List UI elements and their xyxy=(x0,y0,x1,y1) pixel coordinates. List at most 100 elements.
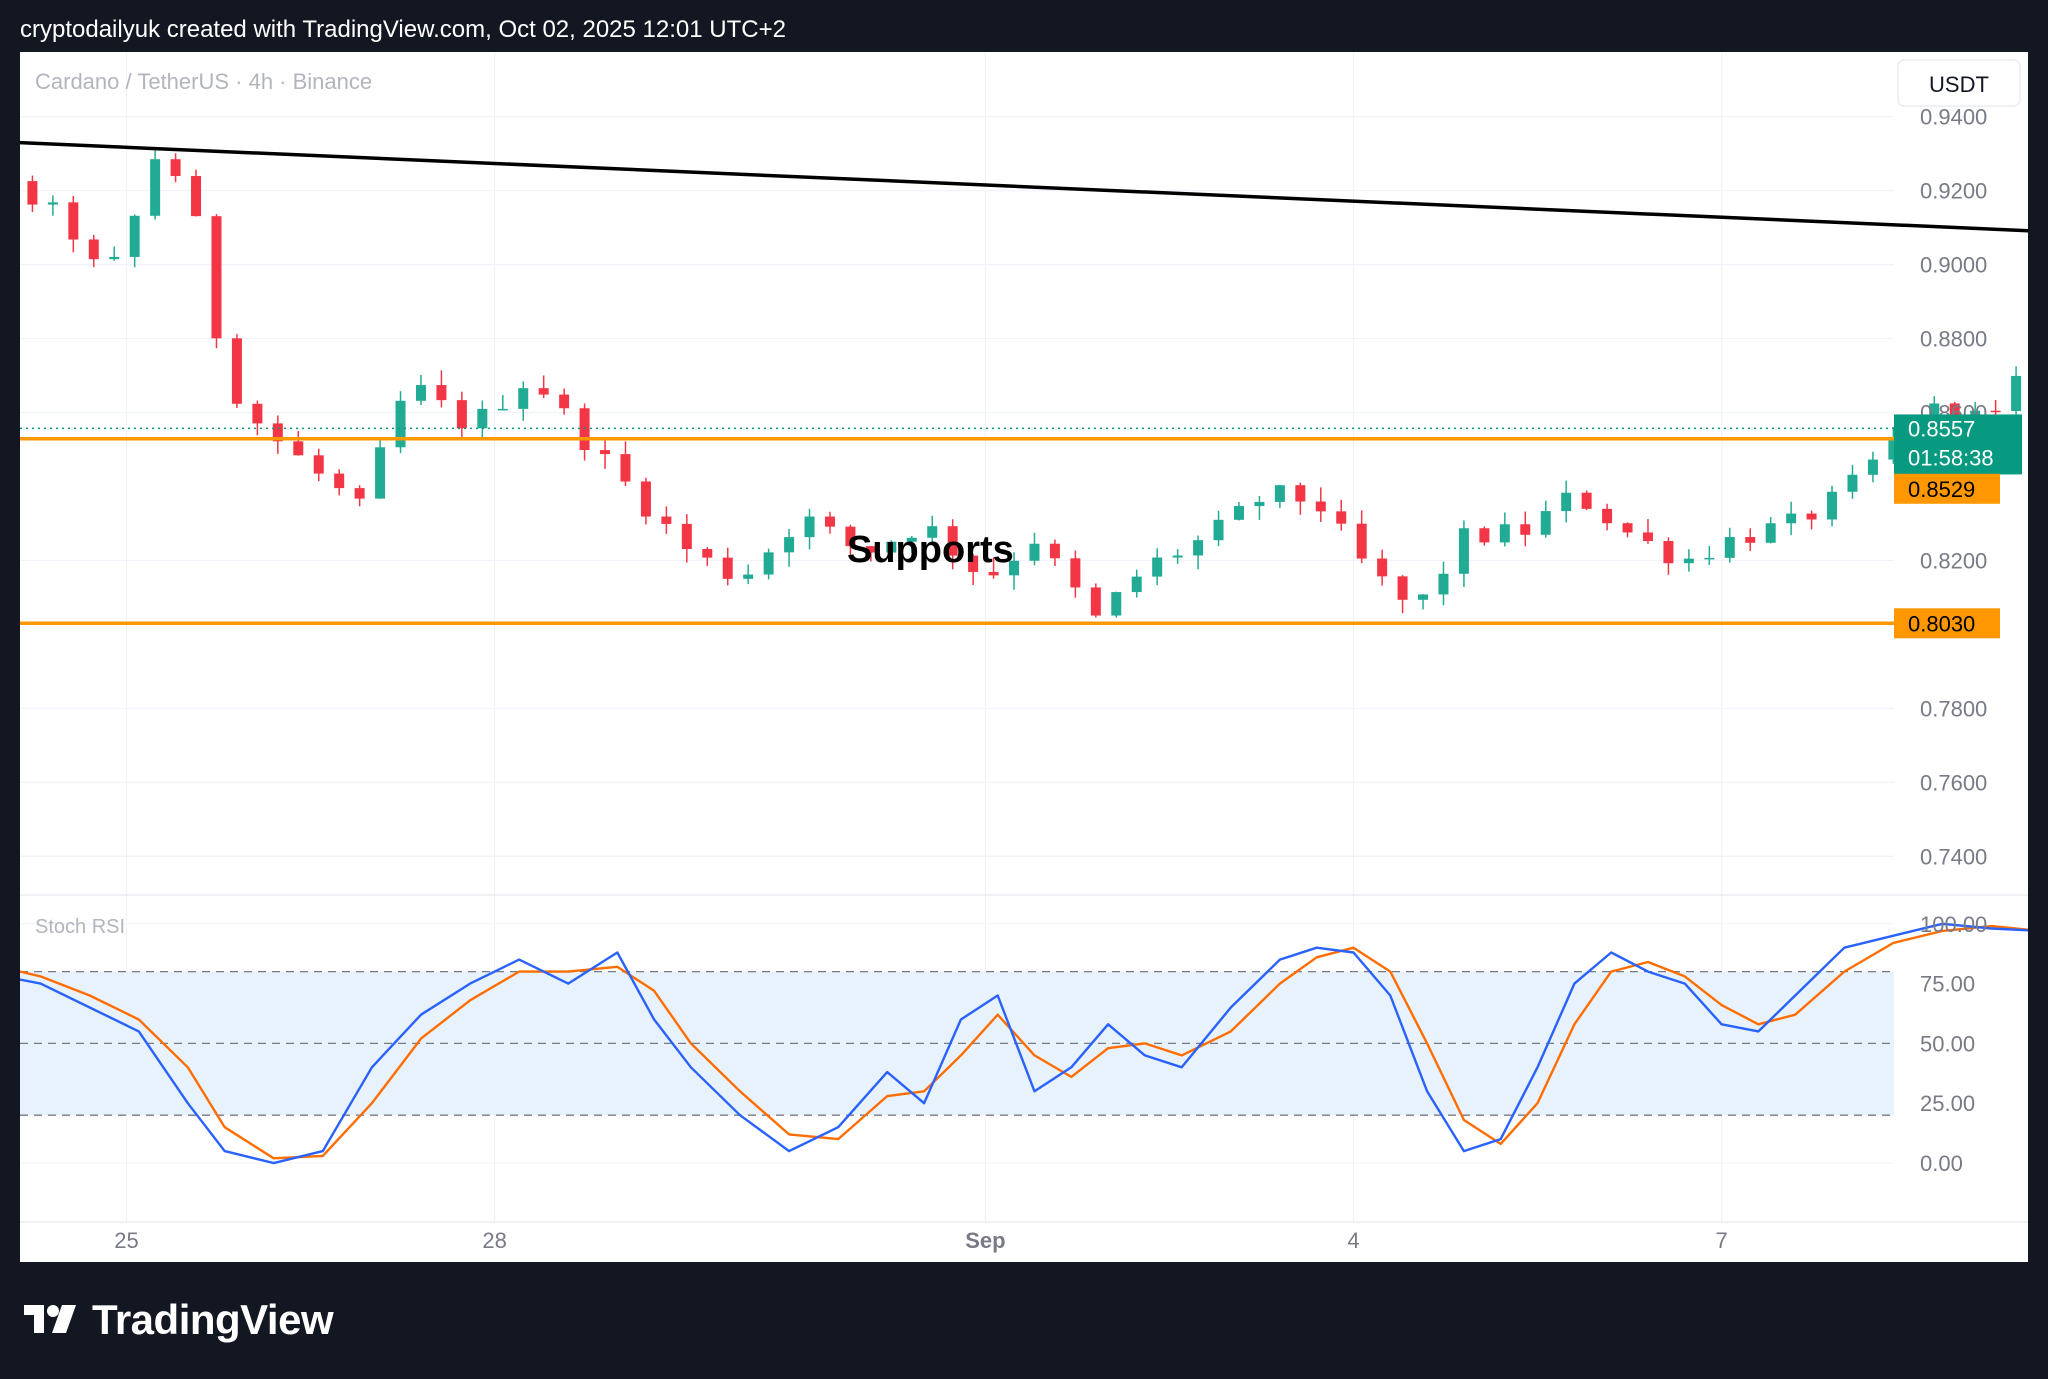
candle-down xyxy=(211,216,222,339)
candle-down xyxy=(293,441,304,456)
candle-up xyxy=(1438,573,1449,595)
stoch-lines-layer xyxy=(20,922,2028,1165)
candle-down xyxy=(1336,511,1347,524)
candle-down xyxy=(865,546,876,553)
time-tick-label: 28 xyxy=(482,1228,506,1253)
candle-up xyxy=(804,516,815,538)
symbol-label[interactable]: Cardano / TetherUS · 4h · Binance xyxy=(35,69,372,94)
candle-up xyxy=(1254,501,1265,507)
candle-up xyxy=(518,388,529,409)
candle-up xyxy=(1888,437,1899,460)
candle-up xyxy=(1418,594,1429,600)
stoch-d-line xyxy=(20,924,2028,1160)
candle-up xyxy=(743,574,754,579)
candle-down xyxy=(1642,532,1653,542)
candle-up xyxy=(1499,524,1510,543)
candle-down xyxy=(1949,403,1960,421)
candle-down xyxy=(252,403,263,424)
candle-down xyxy=(1520,524,1531,535)
candle-down xyxy=(191,176,202,217)
candle-up xyxy=(1683,558,1694,564)
current-price-label: 0.8557 01:58:38 xyxy=(1894,414,2022,475)
candle-down xyxy=(272,423,283,442)
candle-down xyxy=(947,526,958,556)
candle-down xyxy=(27,181,38,205)
candle-up xyxy=(497,408,508,411)
stoch-tick-label: 100.00 xyxy=(1920,912,1987,937)
time-tick-label: 4 xyxy=(1347,1228,1359,1253)
candle-up xyxy=(1561,492,1572,512)
candle-down xyxy=(988,571,999,576)
candle-down xyxy=(1806,513,1817,520)
support-value-upper: 0.8529 xyxy=(1908,477,1975,502)
stoch-tick-label: 50.00 xyxy=(1920,1031,1975,1056)
price-tick-label: 0.7800 xyxy=(1920,696,1987,721)
candle-up xyxy=(1131,576,1142,593)
candle-up xyxy=(1847,474,1858,492)
candle-down xyxy=(722,557,733,579)
candle-down xyxy=(334,473,345,489)
candle-down xyxy=(1356,523,1367,559)
candle-up xyxy=(1193,540,1204,556)
price-tick-label: 0.7400 xyxy=(1920,844,1987,869)
candle-down xyxy=(231,338,242,404)
candle-up xyxy=(1765,523,1776,543)
candle-down xyxy=(436,385,447,401)
candle-down xyxy=(620,454,631,482)
candle-down xyxy=(1745,537,1756,543)
candle-down xyxy=(661,516,672,524)
candle-down xyxy=(845,526,856,547)
candle-up xyxy=(150,159,161,216)
time-tick-label: 7 xyxy=(1715,1228,1727,1253)
candle-down xyxy=(170,159,181,177)
candle-down xyxy=(1990,410,2001,413)
price-tick-label: 0.9400 xyxy=(1920,105,1987,130)
candle-up xyxy=(1540,511,1551,535)
candle-down xyxy=(1049,543,1060,559)
time-axis[interactable]: 2528Sep4710131619222528Oct47 xyxy=(20,1221,2028,1253)
candle-up xyxy=(1274,485,1285,502)
candle-up xyxy=(477,408,488,429)
candle-down xyxy=(1377,558,1388,577)
candle-up xyxy=(1152,557,1163,577)
candle-down xyxy=(354,488,365,499)
candle-down xyxy=(1295,485,1306,502)
candle-down xyxy=(1070,558,1081,588)
tradingview-logo[interactable]: TradingView xyxy=(22,1290,334,1350)
candle-down xyxy=(1663,541,1674,564)
candle-down xyxy=(640,481,651,517)
candle-down xyxy=(824,516,835,527)
price-tick-label: 0.7600 xyxy=(1920,770,1987,795)
candle-up xyxy=(375,447,386,499)
candle-down xyxy=(681,523,692,549)
time-tick-label: Sep xyxy=(965,1228,1005,1253)
time-tick-label: 25 xyxy=(114,1228,138,1253)
chart-caption: cryptodailyuk created with TradingView.c… xyxy=(20,16,786,43)
supports-annotation: Supports xyxy=(847,529,1014,571)
chart-frame[interactable]: 0.9400 0.9200 0.9000 0.8800 0.8600 0.8200 0.78… xyxy=(20,52,2028,1262)
candle-up xyxy=(1213,519,1224,541)
stoch-axis: 100.00 75.00 50.00 25.00 0.00 xyxy=(1920,912,1987,1176)
candle-up xyxy=(1704,557,1715,560)
price-tick-label: 0.8800 xyxy=(1920,327,1987,352)
stoch-tick-label: 75.00 xyxy=(1920,972,1975,997)
stoch-tick-label: 25.00 xyxy=(1920,1091,1975,1116)
support-label-lower: 0.8030 xyxy=(1894,608,2000,639)
candle-down xyxy=(702,548,713,558)
candle-up xyxy=(2011,375,2022,411)
candle-up xyxy=(1029,543,1040,561)
candle-up xyxy=(415,385,426,401)
candle-down xyxy=(600,450,611,455)
chart-svg[interactable]: 0.94000.92000.90000.88000.86000.82000.78… xyxy=(20,52,2028,1262)
currency-button-label: USDT xyxy=(1929,72,1989,97)
candle-up xyxy=(47,202,58,205)
candle-down xyxy=(1602,508,1613,524)
candle-down xyxy=(1315,501,1326,512)
stoch-k-line xyxy=(20,922,2028,1165)
price-tick-label: 0.9000 xyxy=(1920,253,1987,278)
currency-button[interactable]: USDT xyxy=(1897,59,2021,107)
candle-up xyxy=(1827,491,1838,520)
trendline xyxy=(20,140,2028,233)
candle-up xyxy=(886,541,897,553)
candle-down xyxy=(559,394,570,409)
